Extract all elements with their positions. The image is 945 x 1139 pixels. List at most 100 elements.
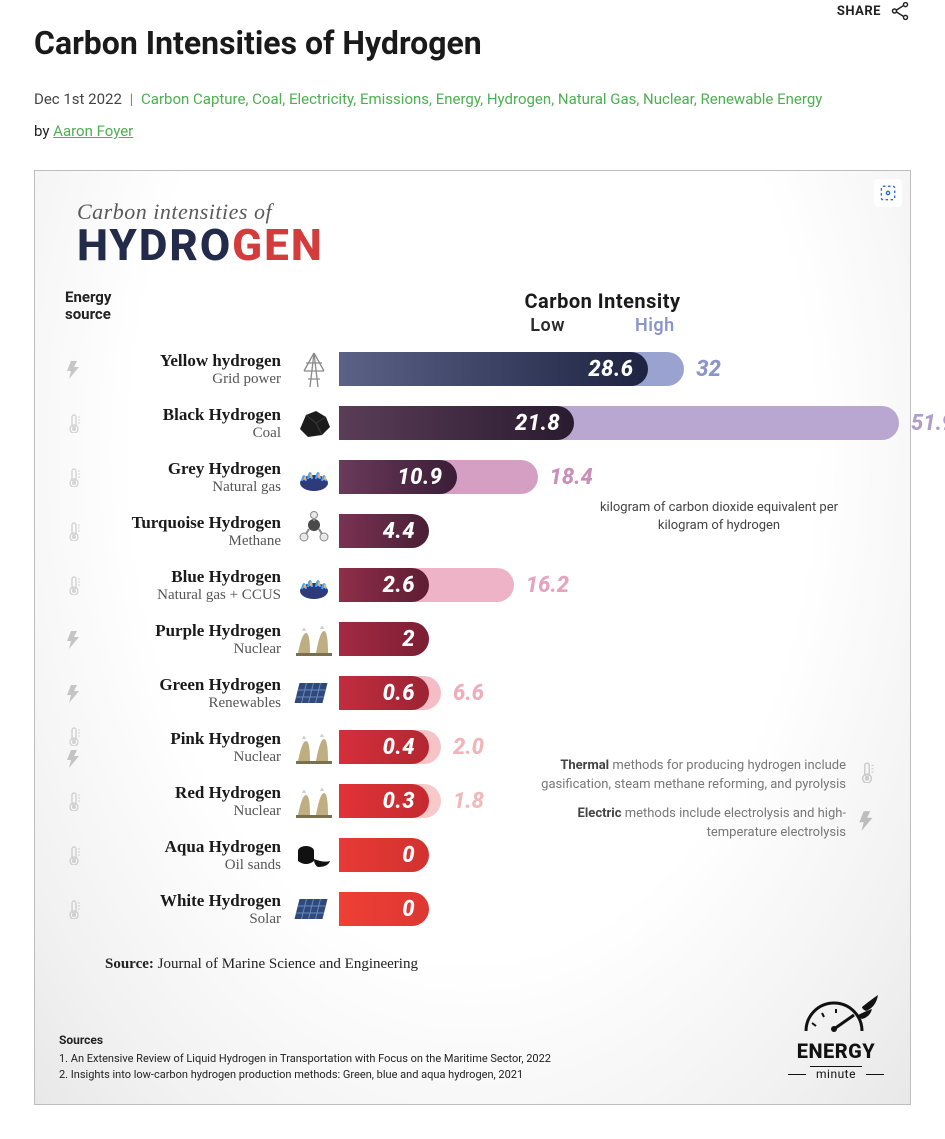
- flame-icon: [289, 565, 339, 605]
- value-low: 0.6: [339, 676, 429, 710]
- molecule-icon: [289, 511, 339, 551]
- thermometer-icon: [64, 791, 84, 811]
- row-label: Red HydrogenNuclear: [89, 783, 289, 820]
- value-low: 0.3: [339, 784, 429, 818]
- value-low: 0: [339, 838, 429, 872]
- tag-link[interactable]: Hydrogen: [487, 90, 551, 108]
- chart-row: Black HydrogenCoal 21.851.9: [59, 396, 886, 450]
- pylon-icon: [289, 349, 339, 389]
- row-label: Yellow hydrogenGrid power: [89, 351, 289, 388]
- bolt-icon: [64, 748, 84, 768]
- tag-link[interactable]: Electricity: [289, 90, 353, 108]
- row-label: Purple HydrogenNuclear: [89, 621, 289, 658]
- byline: by Aaron Foyer: [34, 122, 911, 140]
- infographic-title: HYDROGEN: [77, 219, 886, 271]
- method-legend: Thermal methods for producing hydrogen i…: [518, 757, 878, 852]
- primary-source: Source: Journal of Marine Science and En…: [105, 956, 886, 973]
- thermometer-icon: [64, 845, 84, 865]
- meta-line: Dec 1st 2022 | Carbon Capture, Coal, Ele…: [34, 90, 911, 108]
- value-low: 28.6: [339, 352, 648, 386]
- value-low: 4.4: [339, 514, 429, 548]
- share-icon: [889, 0, 911, 22]
- chart-row: Yellow hydrogenGrid power 28.6 32: [59, 342, 886, 396]
- low-column-label: Low: [530, 315, 565, 336]
- expand-icon: [878, 183, 898, 203]
- oil-icon: [289, 835, 339, 875]
- row-label: Green HydrogenRenewables: [89, 675, 289, 712]
- bar-group: 10.9 18.4: [339, 457, 886, 497]
- chart-row: Green HydrogenRenewables 0.6 6.6: [59, 666, 886, 720]
- flame-icon: [289, 457, 339, 497]
- share-label: SHARE: [837, 4, 881, 19]
- value-low: 0.4: [339, 730, 429, 764]
- nuclear-icon: [289, 727, 339, 767]
- carbon-intensity-header: Carbon Intensity Low High: [319, 289, 886, 336]
- coal-icon: [289, 403, 339, 443]
- bar-group: 28.6 32: [339, 349, 886, 389]
- tag-link[interactable]: Carbon Capture: [141, 90, 245, 108]
- tag-link[interactable]: Coal: [252, 90, 282, 108]
- high-column-label: High: [635, 315, 675, 336]
- tag-link[interactable]: Natural Gas: [558, 90, 636, 108]
- chart-zone: Energy source Carbon Intensity Low High …: [59, 289, 886, 936]
- bar-group: 0.6 6.6: [339, 673, 886, 713]
- author-link[interactable]: Aaron Foyer: [53, 122, 133, 140]
- chart-row: Blue HydrogenNatural gas + CCUS 2.6 16.2: [59, 558, 886, 612]
- row-label: Pink HydrogenNuclear: [89, 729, 289, 766]
- value-low: 10.9: [339, 460, 457, 494]
- row-label: Turquoise HydrogenMethane: [89, 513, 289, 550]
- page-title: Carbon Intensities of Hydrogen: [34, 24, 911, 62]
- tag-link[interactable]: Energy: [436, 90, 480, 108]
- value-high: 18.4: [538, 460, 593, 494]
- infographic-frame: Carbon intensities of HYDROGEN Energy so…: [34, 170, 911, 1105]
- bolt-icon: [64, 629, 84, 649]
- row-label: Blue HydrogenNatural gas + CCUS: [89, 567, 289, 604]
- thermometer-icon: [856, 761, 878, 783]
- value-high: 51.9: [899, 406, 945, 440]
- value-high: 1.8: [441, 784, 484, 818]
- tag-link[interactable]: Renewable Energy: [701, 90, 823, 108]
- value-low: 21.8: [339, 406, 574, 440]
- row-label: Black HydrogenCoal: [89, 405, 289, 442]
- value-low: 2: [339, 622, 429, 656]
- value-high: 16.2: [514, 568, 569, 602]
- chart-row: Grey HydrogenNatural gas 10.9 18.4: [59, 450, 886, 504]
- value-high: 32: [684, 352, 721, 386]
- value-low: 2.6: [339, 568, 429, 602]
- bolt-icon: [64, 359, 84, 379]
- bolt-icon: [64, 683, 84, 703]
- thermometer-icon: [64, 899, 84, 919]
- value-high: 2.0: [441, 730, 484, 764]
- bar-group: 2.6 16.2: [339, 565, 886, 605]
- bar-group: 0: [339, 889, 886, 929]
- sources-block: Sources 1. An Extensive Review of Liquid…: [59, 1032, 551, 1082]
- share-button[interactable]: SHARE: [34, 0, 911, 22]
- value-low: 0: [339, 892, 429, 926]
- bar-group: 21.851.9: [339, 403, 886, 443]
- chart-row: White HydrogenSolar 0: [59, 882, 886, 936]
- solar-icon: [289, 889, 339, 929]
- chart-row: Purple HydrogenNuclear 2: [59, 612, 886, 666]
- bar-group: 2: [339, 619, 886, 659]
- solar-icon: [289, 673, 339, 713]
- row-label: Grey HydrogenNatural gas: [89, 459, 289, 496]
- value-high: 6.6: [441, 676, 484, 710]
- nuclear-icon: [289, 619, 339, 659]
- unit-note: kilogram of carbon dioxide equivalent pe…: [579, 499, 859, 534]
- row-label: Aqua HydrogenOil sands: [89, 837, 289, 874]
- thermometer-icon: [64, 521, 84, 541]
- expand-button[interactable]: [874, 179, 902, 207]
- thermometer-icon: [64, 575, 84, 595]
- brand-logo: ENERGY minute: [786, 991, 886, 1082]
- post-date: Dec 1st 2022: [34, 90, 122, 108]
- nuclear-icon: [289, 781, 339, 821]
- gauge-leaf-icon: [786, 991, 886, 1039]
- tag-link[interactable]: Nuclear: [643, 90, 694, 108]
- thermometer-icon: [64, 413, 84, 433]
- tag-link[interactable]: Emissions: [360, 90, 429, 108]
- energy-source-header: Energy source: [59, 289, 319, 336]
- bolt-icon: [856, 809, 878, 831]
- thermometer-icon: [64, 467, 84, 487]
- row-label: White HydrogenSolar: [89, 891, 289, 928]
- thermometer-icon: [64, 726, 84, 746]
